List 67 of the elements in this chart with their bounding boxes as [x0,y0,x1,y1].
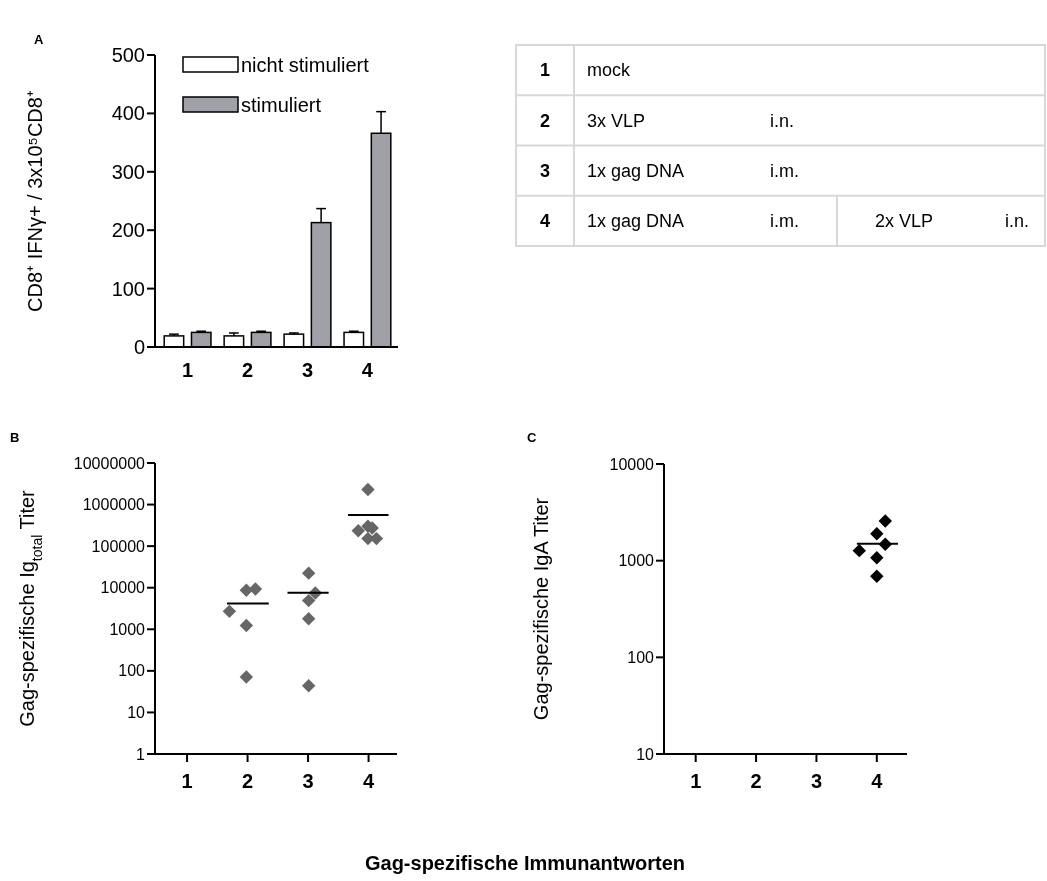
x-tick-label: 4 [871,770,884,792]
text: C [527,430,537,445]
y-tick-label: 100 [111,277,145,300]
x-tick-label: 1 [690,770,702,792]
y-tick-label: 10 [127,704,146,722]
y-tick-label: 1000000 [82,496,146,514]
y-tick-label: 500 [111,44,145,66]
point [351,524,365,538]
y-tick-label: 10000 [609,455,655,473]
text: B [10,430,20,445]
y-tick-label: 10000 [100,579,146,597]
point [870,527,884,541]
text: 2x VLP [875,211,934,232]
point [239,583,254,597]
point [301,611,316,626]
text: 1x gag DNA [587,211,685,232]
x-tick-label: 3 [301,359,314,381]
point [870,551,884,565]
x-tick-label: 3 [810,770,822,792]
legend-label: stimuliert [241,94,322,116]
x-tick-label: 3 [302,770,314,792]
x-tick-label: 4 [361,359,374,381]
y-tick-label: 0 [133,336,145,358]
text: i.n. [770,110,795,131]
y-tick-label: 100 [627,648,655,666]
x-tick-label: 4 [363,770,375,792]
point [222,604,237,619]
text: mock [587,60,631,81]
y-tick-label: 200 [111,219,145,242]
text: A [34,32,44,47]
text: i.n. [1005,211,1030,232]
category-label: 1 [540,60,551,81]
y-tick-label: 1000 [618,552,655,570]
y-tick-label: 1000 [109,620,146,638]
point [301,566,316,580]
y-tick-label: 10 [636,745,655,763]
category-label: 4 [540,211,551,232]
y-tick-label: 400 [111,102,145,125]
point [878,514,892,528]
point [852,543,867,558]
legend-label: nicht stimuliert [241,54,370,76]
point [301,593,316,608]
x-tick-label: 2 [242,770,254,792]
text: Gag-spezifische Immunantworten [364,852,686,874]
y-axis-title: Gag-spezifische IgA Titer [530,497,552,721]
point [239,618,254,633]
category-label: 3 [540,160,551,181]
point [239,670,254,684]
y-tick-label: 100 [118,662,146,680]
point [248,582,263,596]
x-tick-label: 1 [181,770,193,792]
x-tick-label: 2 [750,770,762,792]
x-tick-label: 1 [182,359,194,381]
point [870,569,884,583]
point [301,678,316,693]
category-label: 2 [540,110,551,131]
x-tick-label: 2 [241,359,254,381]
text: i.m. [770,160,799,181]
y-tick-label: 300 [111,160,145,183]
text: 1x gag DNA [587,160,685,181]
y-tick-label: 10000000 [73,454,146,472]
point [361,482,375,497]
y-axis-title: CD8⁺ IFNγ+ / 3x10⁵CD8⁺ [24,90,46,312]
text: 3x VLP [587,110,646,131]
y-tick-label: 100000 [91,537,146,555]
y-tick-label: 1 [136,745,146,763]
text: i.m. [770,211,799,232]
